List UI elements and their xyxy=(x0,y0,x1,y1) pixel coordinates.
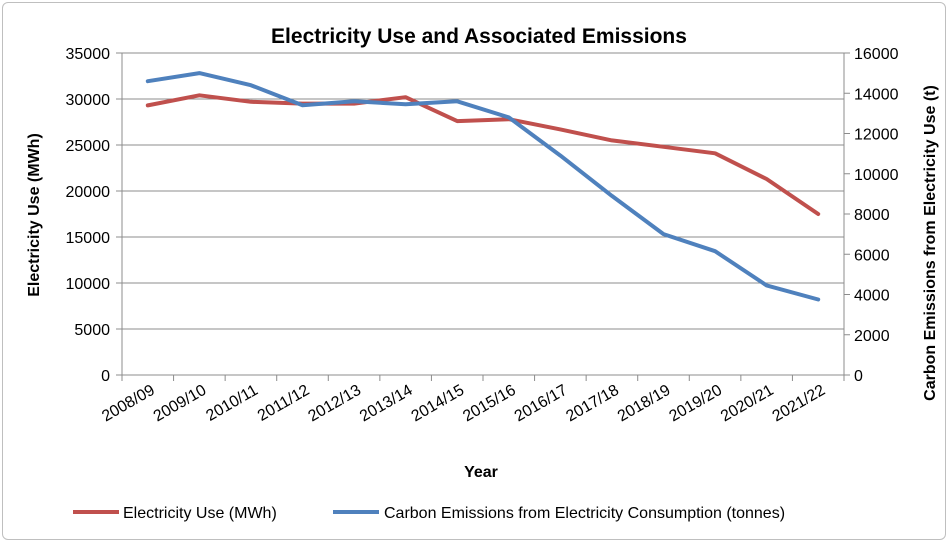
right-tick-label: 16000 xyxy=(854,46,899,63)
x-tick-label: 2015/16 xyxy=(460,382,519,426)
right-tick-label: 8000 xyxy=(854,207,890,224)
left-tick-label: 5000 xyxy=(74,322,110,339)
right-tick-label: 6000 xyxy=(854,247,890,264)
x-tick-label: 2008/09 xyxy=(99,382,158,426)
x-tick-label: 2013/14 xyxy=(357,382,416,426)
legend: Electricity Use (MWh) Carbon Emissions fr… xyxy=(73,505,785,522)
legend-label: Electricity Use (MWh) xyxy=(123,505,277,522)
x-tick-label: 2019/20 xyxy=(666,382,725,426)
right-axis-ticks: 0 2000 4000 6000 8000 10000 12000 14000 16000 xyxy=(854,46,899,385)
left-tick-label: 35000 xyxy=(66,46,111,63)
grid-lines xyxy=(122,52,844,330)
series-lines xyxy=(145,71,821,302)
x-tick-label: 2010/11 xyxy=(203,382,261,425)
left-tick-label: 30000 xyxy=(66,92,111,109)
right-tick-label: 4000 xyxy=(854,288,890,305)
left-tick-label: 20000 xyxy=(66,184,111,201)
right-tick-label: 14000 xyxy=(854,86,899,103)
x-tick-label: 2017/18 xyxy=(563,382,622,426)
axes xyxy=(116,52,850,381)
right-tick-label: 12000 xyxy=(854,127,899,144)
x-axis-ticks: 2008/092009/102010/112011/122012/132013/… xyxy=(99,382,828,426)
legend-label: Carbon Emissions from Electricity Consum… xyxy=(384,505,785,522)
chart-title: Electricity Use and Associated Emissions xyxy=(271,25,687,48)
left-tick-label: 15000 xyxy=(66,230,111,247)
left-axis-ticks: 0 5000 10000 15000 20000 25000 30000 35000 xyxy=(66,46,111,385)
left-tick-label: 0 xyxy=(101,368,110,385)
left-tick-label: 25000 xyxy=(66,138,111,155)
x-tick-label: 2011/12 xyxy=(255,382,313,425)
left-tick-label: 10000 xyxy=(66,276,111,293)
series-line-1 xyxy=(145,93,821,216)
x-axis-title: Year xyxy=(464,464,498,481)
x-tick-label: 2014/15 xyxy=(409,382,468,426)
chart: Electricity Use and Associated Emissions… xyxy=(26,25,939,522)
x-tick-label: 2009/10 xyxy=(151,382,210,426)
series-line-2 xyxy=(145,71,821,302)
x-tick-label: 2012/13 xyxy=(305,382,364,426)
x-tick-label: 2020/21 xyxy=(718,382,777,426)
right-tick-label: 10000 xyxy=(854,167,899,184)
x-tick-label: 2021/22 xyxy=(770,382,829,426)
right-axis-title: Carbon Emissions from Electricity Use (t… xyxy=(922,85,939,401)
left-axis-title: Electricity Use (MWh) xyxy=(26,133,43,297)
x-tick-label: 2016/17 xyxy=(512,382,571,426)
right-tick-label: 0 xyxy=(854,368,863,385)
right-tick-label: 2000 xyxy=(854,328,890,345)
x-tick-label: 2018/19 xyxy=(615,382,674,426)
